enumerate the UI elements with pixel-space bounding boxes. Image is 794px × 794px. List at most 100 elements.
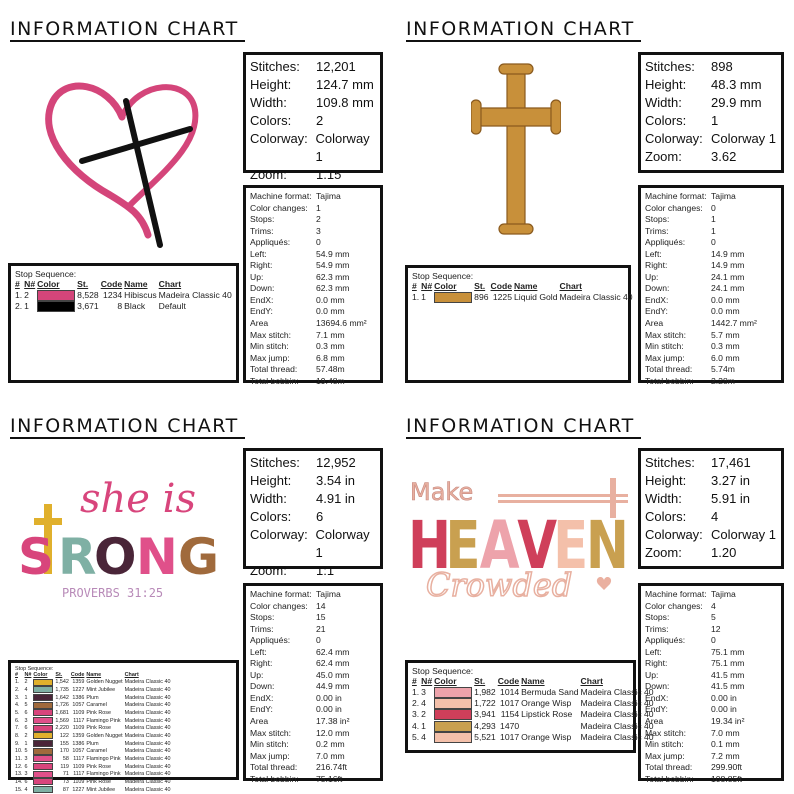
color-cell [33, 778, 55, 786]
thread-name: Liquid Gold [514, 291, 558, 302]
stitch-count: 87 [62, 786, 69, 793]
color-swatch [33, 755, 54, 763]
design-summary-box: Stitches: 12,201 Height: 124.7 mm Width: 109.… [243, 52, 383, 182]
table-row: 3. 1 1,642 1386 Plum Madeira Classic 40 [15, 694, 173, 702]
thread-chart: Madeira Classic 40 [580, 709, 654, 720]
machine-label: Right: [250, 658, 273, 669]
thread-name [521, 720, 580, 731]
table-row: 8. 2 122 1359 Golden Nugget Madeira Classic 4… [15, 732, 173, 740]
machine-row: Max jump: 6.0 mm [645, 353, 781, 365]
machine-row: Up: 41.5 mm [645, 670, 781, 682]
stitch-count: 4,293 [474, 720, 496, 731]
machine-row: EndX: 0.00 in [645, 693, 781, 705]
machine-value: 75.1 mm [711, 646, 745, 657]
row-index: 6. [15, 717, 20, 724]
column-header: N# [421, 676, 433, 686]
color-cell [37, 301, 77, 313]
machine-row: Down: 24.1 mm [645, 283, 781, 295]
machine-value: 5.74m [711, 364, 735, 375]
thread-name: Pink Rose [86, 763, 111, 770]
color-cell [434, 709, 474, 721]
color-swatch [33, 717, 54, 725]
machine-value: 62.3 mm [316, 271, 350, 282]
machine-value: 0.3 mm [711, 341, 740, 352]
table-row: 1. 2 1,542 1359 Golden Nugget Madeira Classic… [15, 678, 173, 687]
thread-name: Flamingo Pink [86, 717, 121, 724]
machine-row: Color changes: 14 [250, 601, 380, 613]
color-swatch [434, 686, 473, 698]
table-header-row: # N# Color St. Code Name Chart [15, 279, 234, 290]
machine-label: Left: [250, 646, 267, 657]
thread-chart: Madeira Classic 40 [580, 731, 654, 742]
summary-value: 1:1 [316, 563, 335, 578]
machine-row: Color changes: 4 [645, 601, 781, 613]
needle-number: 3 [24, 717, 28, 724]
column-header: # [412, 281, 417, 291]
needle-number: 2 [24, 289, 29, 300]
machine-value: Tajima [316, 191, 341, 201]
machine-value: 12 [711, 623, 721, 634]
stitch-count: 3,671 [77, 301, 99, 312]
thread-code: 1154 [500, 709, 520, 720]
machine-row: Max jump: 7.0 mm [250, 751, 380, 763]
machine-label: Left: [645, 646, 662, 657]
machine-value: 7.0 mm [316, 750, 345, 761]
summary-label: Width: [250, 491, 287, 506]
row-index: 2. [15, 686, 20, 693]
machine-label: Appliqués: [250, 635, 291, 646]
summary-value: 17,461 [711, 455, 751, 470]
thread-name: Orange Wisp [521, 698, 572, 709]
stitch-count: 1,726 [55, 702, 69, 709]
thread-chart: Madeira Classic 40 [580, 686, 654, 697]
stitch-count: 1,569 [55, 717, 69, 724]
machine-value: 6.8 mm [316, 352, 345, 363]
machine-value: 19.48m [316, 375, 345, 386]
color-swatch [33, 724, 54, 732]
table-row: 15. 4 87 1227 Mint Jubilee Madeira Classic 40 [15, 786, 173, 794]
table-row: 2. 4 1,722 1017 Orange Wisp Madeira Classic 4… [412, 698, 656, 710]
row-index: 1. [15, 289, 23, 300]
artwork-line1: she is [80, 476, 196, 522]
summary-row: Height: 3.54 in [250, 472, 380, 490]
needle-number: 5 [24, 748, 28, 755]
summary-value: 1.15 [316, 167, 342, 182]
machine-label: Down: [645, 681, 670, 692]
summary-value: 3.54 in [316, 473, 356, 488]
machine-label: Left: [250, 248, 267, 259]
machine-label: Total bobbin: [250, 375, 299, 386]
summary-value: Colorway 1 [315, 131, 370, 164]
artwork-line2: STRONG [18, 462, 23, 463]
machine-label: Machine format: [250, 191, 312, 201]
table-row: 4. 5 1,726 1057 Caramel Madeira Classic 40 [15, 701, 173, 710]
summary-label: Colorway: [645, 527, 703, 542]
machine-label: Up: [645, 271, 659, 282]
column-header: Code [70, 672, 85, 678]
machine-row: EndY: 0.00 in [250, 704, 380, 716]
machine-row: Area 13694.6 mm² [250, 318, 380, 330]
needle-number: 6 [24, 725, 28, 732]
machine-label: Color changes: [250, 600, 308, 611]
thread-code: 1109 [72, 778, 85, 785]
thread-code: 1359 [72, 679, 85, 686]
needle-number: 2 [24, 732, 28, 739]
summary-label: Height: [645, 473, 687, 488]
machine-row: Max stitch: 5.7 mm [645, 330, 781, 342]
machine-label: Area [250, 716, 269, 727]
needle-number: 1 [421, 720, 426, 731]
machine-info-box: Machine format: Tajima Color changes: 1 Stop… [243, 185, 383, 386]
machine-value: 0 [711, 635, 716, 646]
column-header: Name [124, 279, 148, 289]
stitch-count: 1,542 [55, 679, 69, 686]
thread-name: Mint Jubilee [86, 786, 116, 793]
summary-row: Height: 48.3 mm [645, 76, 781, 94]
machine-label: Total bobbin: [645, 773, 694, 784]
machine-value: 75.16ft [316, 773, 343, 784]
thread-chart: Madeira Classic 40 [124, 755, 171, 762]
stitch-count: 5,521 [474, 731, 496, 742]
thread-code: 1117 [73, 717, 85, 724]
machine-value: 7.2 mm [711, 750, 740, 761]
summary-value: 4.91 in [316, 491, 356, 506]
machine-label: Area [645, 318, 664, 329]
machine-label: Total thread: [645, 762, 693, 773]
stitch-count: 71 [62, 771, 69, 778]
